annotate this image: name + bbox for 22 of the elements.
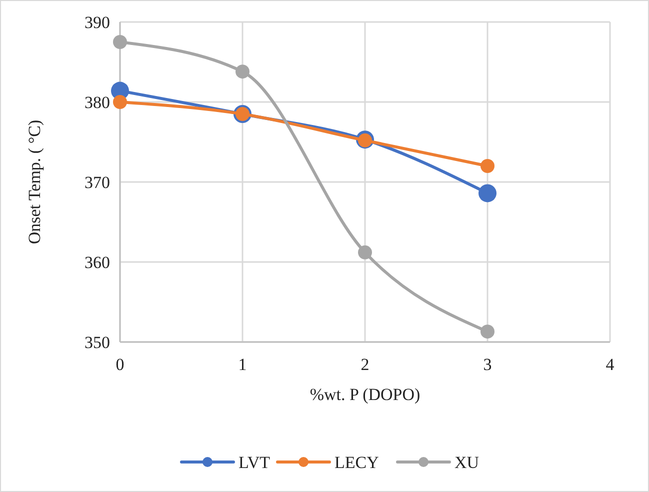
x-tick-label: 1 <box>238 355 247 374</box>
point <box>480 159 494 173</box>
x-tick-label: 2 <box>360 355 370 374</box>
y-axis-title: Onset Temp. ( °C) <box>25 120 44 244</box>
y-tick-label: 350 <box>84 332 110 352</box>
point <box>358 245 372 260</box>
legend-label: LVT <box>238 452 271 472</box>
y-tick-label: 380 <box>84 92 110 112</box>
point <box>113 95 127 109</box>
point <box>113 35 127 49</box>
y-tick-label: 390 <box>84 12 110 32</box>
x-tick-label: 4 <box>606 355 615 374</box>
x-axis-title: %wt. P (DOPO) <box>310 385 420 404</box>
x-tick-label: 3 <box>483 355 492 374</box>
point <box>478 184 496 202</box>
legend-label: LECY <box>334 452 379 472</box>
y-tick-label: 370 <box>84 172 110 192</box>
point <box>480 324 494 339</box>
legend-label: XU <box>454 452 480 472</box>
point <box>236 64 250 79</box>
y-tick-label: 360 <box>84 252 110 272</box>
x-tick-label: 0 <box>116 355 124 374</box>
